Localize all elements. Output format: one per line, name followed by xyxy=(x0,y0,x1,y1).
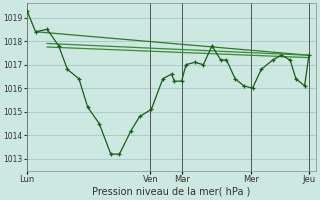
X-axis label: Pression niveau de la mer( hPa ): Pression niveau de la mer( hPa ) xyxy=(92,187,251,197)
